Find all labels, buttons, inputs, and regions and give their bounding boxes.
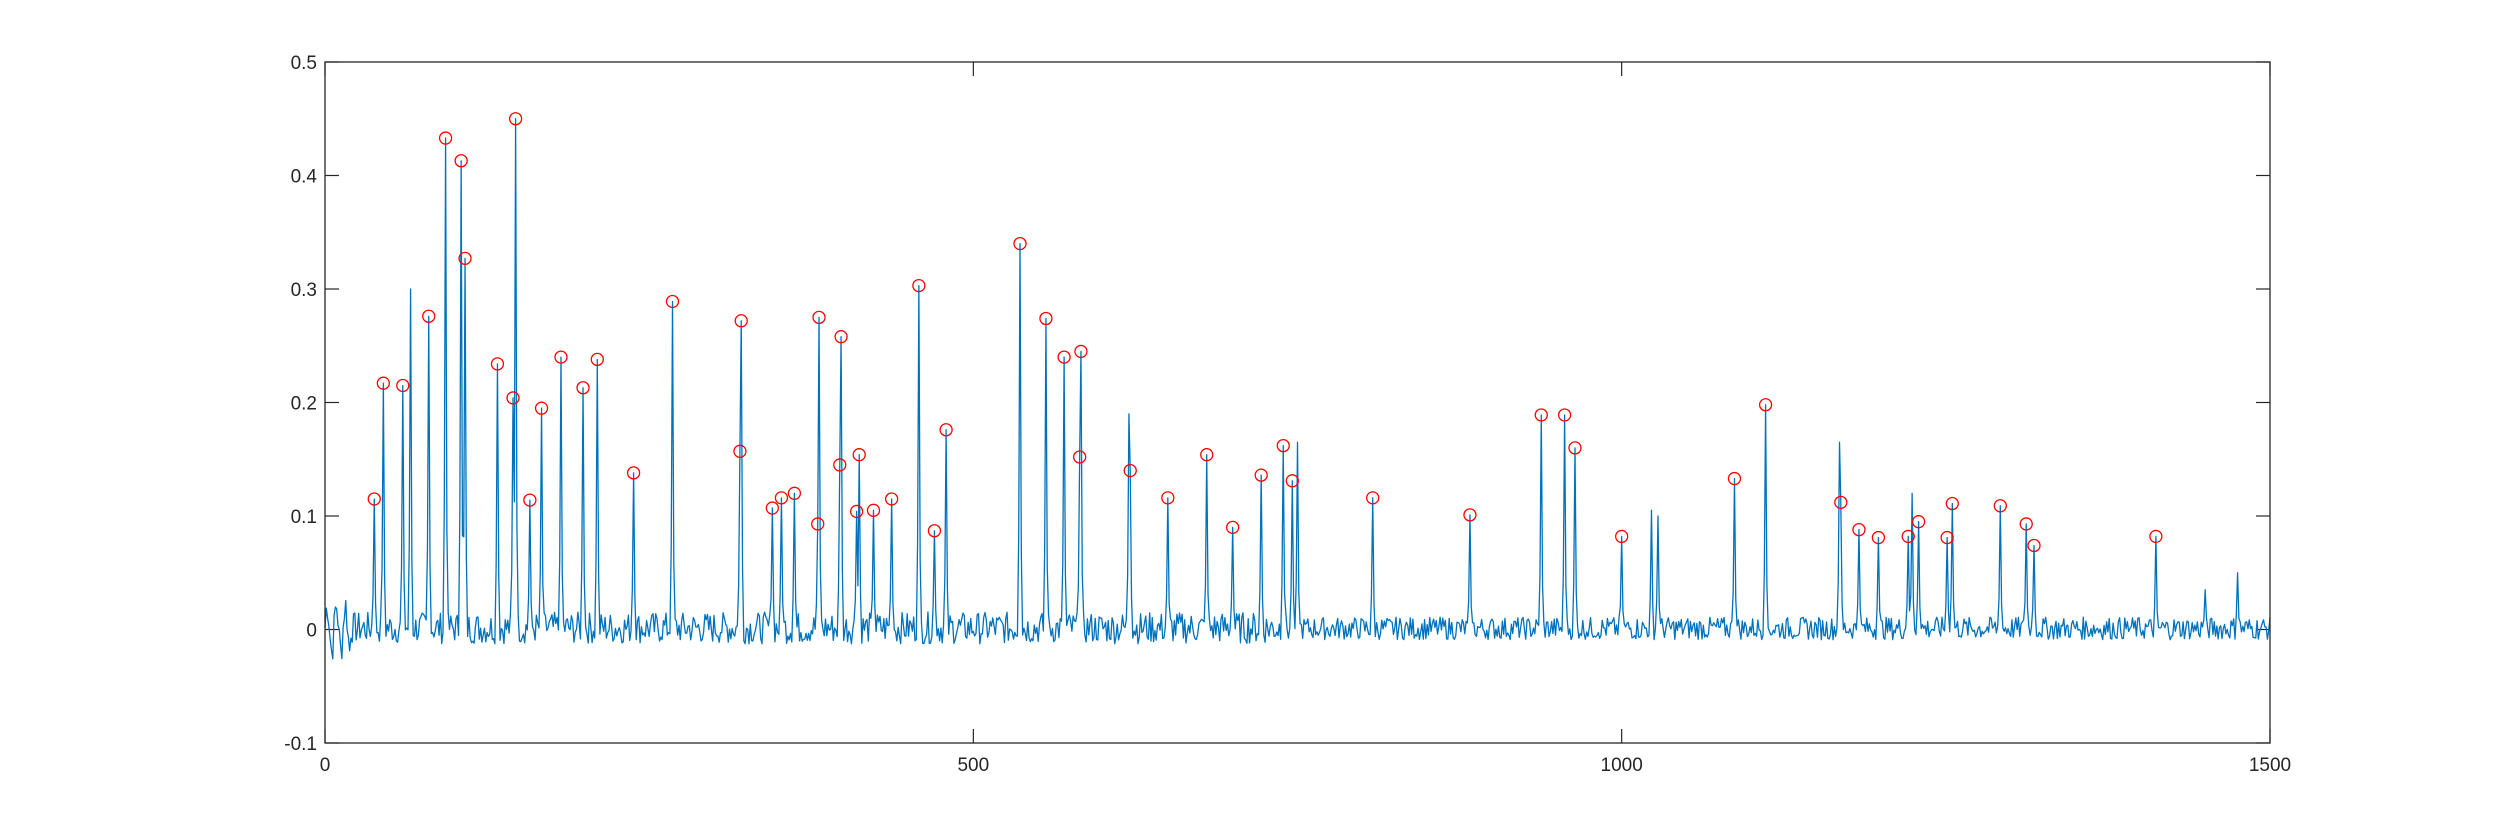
peak-marker: [1758, 398, 1773, 412]
peak-marker: [1463, 508, 1477, 522]
peak-marker: [774, 491, 789, 505]
y-tick-label: 0.2: [291, 394, 317, 415]
peak-marker: [1285, 474, 1299, 488]
peak-marker: [1161, 491, 1175, 505]
peak-marker: [1568, 441, 1582, 455]
peak-marker: [438, 131, 453, 145]
peak-marker: [1276, 438, 1290, 453]
x-tick-label: 1000: [1601, 755, 1643, 776]
axes-box: [324, 61, 2271, 744]
peak-marker: [367, 492, 381, 506]
peak-marker: [1727, 471, 1742, 486]
peak-marker: [1013, 236, 1027, 251]
peak-marker: [787, 486, 802, 500]
peak-marker: [849, 504, 864, 519]
peak-marker: [454, 154, 468, 168]
peak-marker: [1200, 448, 1214, 462]
peak-marker: [1123, 463, 1137, 478]
peak-marker: [1366, 491, 1380, 505]
peak-marker: [576, 381, 590, 395]
peak-marker: [2149, 529, 2163, 544]
series-line-group: [324, 118, 2271, 660]
peak-marker: [508, 112, 523, 126]
peak-marker: [458, 251, 472, 266]
peak-marker: [1073, 450, 1087, 464]
peak-marker: [884, 492, 899, 506]
peak-marker: [733, 444, 747, 458]
peak-marker: [590, 352, 604, 367]
peak-marker: [1039, 311, 1053, 326]
peak-marker: [490, 357, 505, 371]
peak-marker: [1940, 530, 1954, 545]
plot-area: [325, 62, 2270, 743]
x-tick-label: 1500: [2249, 755, 2291, 776]
y-tick-label: 0.4: [291, 167, 318, 188]
y-tick-label: 0: [306, 621, 317, 642]
peak-marker: [1834, 495, 1848, 510]
y-tick-label: 0.1: [291, 507, 317, 528]
peak-marker-group: [367, 112, 2163, 553]
peak-marker: [834, 330, 848, 344]
peak-marker: [1074, 344, 1088, 359]
x-tick-label: 0: [320, 755, 331, 776]
peak-marker: [1871, 530, 1886, 545]
peak-marker: [1615, 529, 1629, 544]
y-tick-label: 0.3: [291, 280, 317, 301]
peak-marker: [534, 401, 549, 415]
peak-marker: [1993, 499, 2007, 513]
peak-marker: [833, 458, 847, 472]
peak-marker: [939, 423, 953, 437]
peak-marker: [812, 310, 826, 325]
peak-marker: [1254, 468, 1268, 482]
peak-marker: [927, 524, 942, 538]
y-tick-label: 0.5: [291, 53, 317, 74]
peak-marker: [1557, 408, 1572, 422]
peak-marker: [2027, 538, 2041, 553]
peak-marker: [523, 493, 537, 507]
peak-marker: [811, 517, 825, 531]
peak-marker: [852, 448, 866, 462]
peak-marker: [422, 309, 436, 323]
y-tick-label: -0.1: [284, 734, 317, 755]
peak-marker: [1911, 515, 1926, 529]
peak-marker: [734, 314, 748, 328]
peak-marker: [2019, 517, 2033, 531]
peak-marker: [396, 378, 410, 393]
peak-marker: [1226, 520, 1240, 534]
peak-marker: [1534, 408, 1548, 422]
peak-marker: [1945, 496, 1959, 511]
peak-marker: [765, 501, 779, 515]
peak-marker: [626, 466, 641, 480]
peak-marker: [665, 294, 680, 309]
signal-line: [324, 118, 2271, 660]
peak-marker: [1901, 529, 1915, 544]
peak-marker: [554, 350, 568, 364]
peak-marker: [912, 278, 926, 293]
x-tick-label: 500: [957, 755, 989, 776]
peak-marker: [376, 376, 391, 390]
y-axis: -0.1 0 0.1 0.2 0.3 0.4 0.5: [284, 53, 2270, 755]
peak-marker: [866, 503, 881, 517]
peak-marker: [1057, 350, 1071, 364]
peak-marker: [1852, 522, 1866, 537]
peak-marker: [506, 391, 520, 405]
